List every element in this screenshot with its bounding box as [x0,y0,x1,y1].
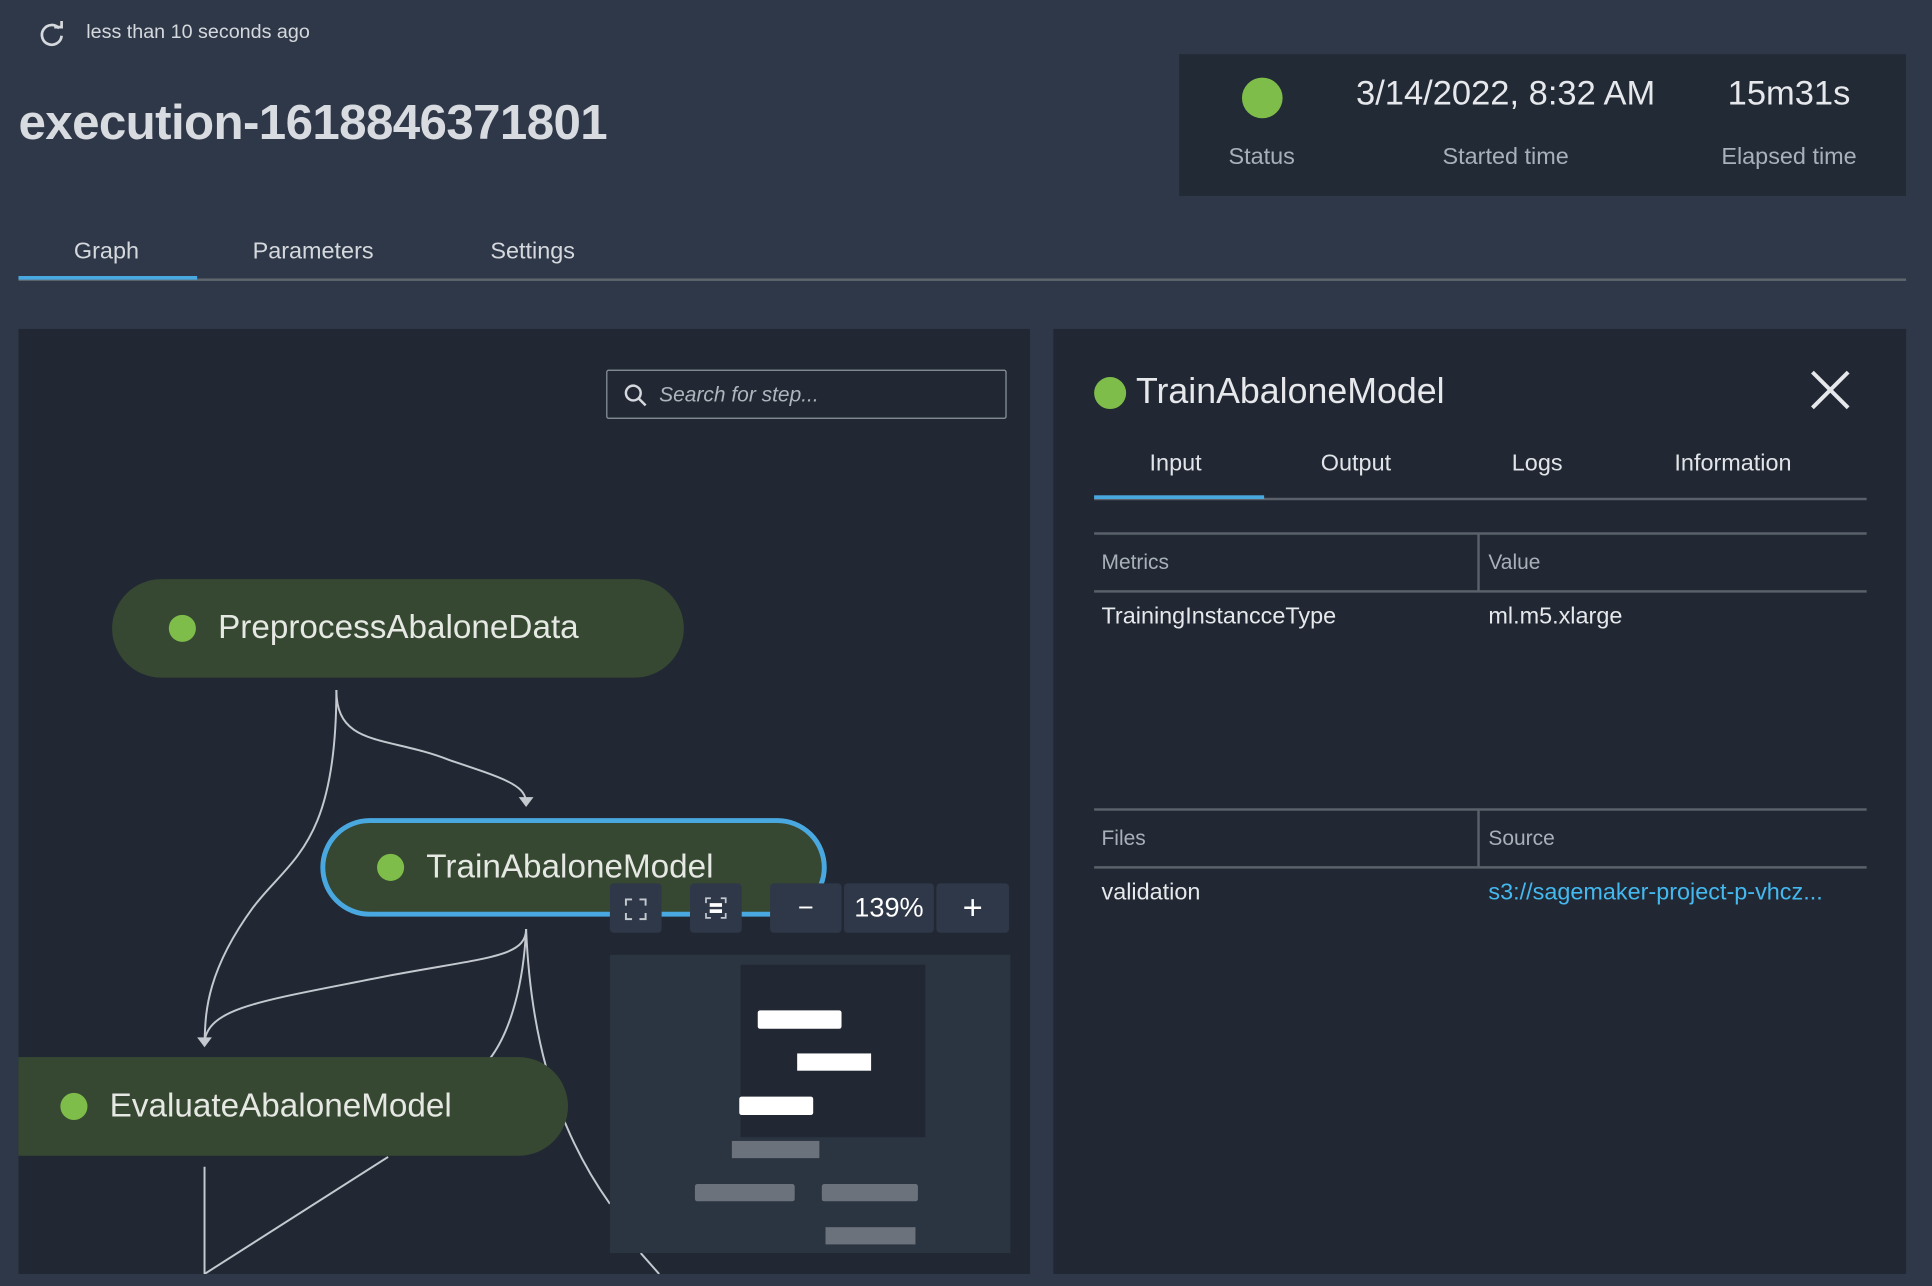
minimap-node [825,1227,916,1245]
zoom-in-button[interactable]: + [936,883,1010,933]
column-divider [1477,533,1480,592]
refresh-icon[interactable] [38,20,65,48]
edge-train-down [488,928,528,1061]
table-divider [1094,532,1867,535]
status-success-icon [1094,377,1127,410]
search-icon [624,384,647,407]
tabs-divider [18,278,1907,281]
tab-settings[interactable]: Settings [490,239,575,265]
node-label: PreprocessAbaloneData [218,608,579,646]
metric-name: TrainingInstancceType [1101,603,1337,630]
started-time-label: Started time [1442,144,1569,171]
fullscreen-button[interactable] [609,883,662,933]
detail-tab-input[interactable]: Input [1149,450,1202,477]
edge-preprocess-evaluate [203,689,338,1042]
page-title: execution-1618846371801 [18,96,608,151]
edge-evaluate-down2 [203,1156,389,1274]
tab-graph[interactable]: Graph [73,239,139,265]
minimap-node [694,1184,795,1202]
zoom-level: 139% [843,883,934,933]
graph-minimap[interactable] [609,954,1011,1254]
minimap-node [797,1053,872,1071]
execution-summary: Status 3/14/2022, 8:32 AM Started time 1… [1179,54,1907,196]
started-time-value: 3/14/2022, 8:32 AM [1356,73,1656,113]
minimap-node [757,1010,842,1029]
tab-parameters[interactable]: Parameters [252,239,374,265]
edge-preprocess-train [335,689,528,802]
search-placeholder: Search for step... [659,383,819,407]
fit-screen-icon [705,897,727,919]
table-divider [1094,590,1867,593]
status-success-icon [377,853,405,881]
minimap-node [731,1140,820,1159]
status-label: Status [1228,144,1295,171]
elapsed-time-label: Elapsed time [1721,144,1857,171]
detail-tab-logs[interactable]: Logs [1511,450,1563,477]
detail-tab-output[interactable]: Output [1320,450,1392,477]
minimap-node [821,1184,918,1202]
table-divider [1094,808,1867,811]
detail-title: TrainAbaloneModel [1135,372,1445,412]
source-header: Source [1488,826,1555,851]
node-evaluate-abalone-model[interactable]: EvaluateAbaloneModel [18,1057,568,1156]
detail-tab-information[interactable]: Information [1674,450,1792,477]
close-icon[interactable] [1810,370,1851,411]
metrics-header: Metrics [1101,550,1169,575]
status-indicator-icon [1241,77,1283,119]
status-success-icon [168,614,196,642]
elapsed-time-value: 15m31s [1727,73,1851,113]
node-label: EvaluateAbaloneModel [109,1086,452,1124]
value-header: Value [1488,550,1541,575]
metric-value: ml.m5.xlarge [1488,603,1623,630]
column-divider [1477,809,1480,868]
minimap-node [739,1096,814,1116]
active-tab-indicator [18,275,198,280]
node-preprocess-abalone-data[interactable]: PreprocessAbaloneData [112,579,684,678]
detail-tabs-divider [1094,497,1867,501]
zoom-out-button[interactable]: − [770,883,842,933]
last-refreshed-text: less than 10 seconds ago [86,22,310,44]
active-tab-indicator [1094,495,1265,500]
file-name: validation [1101,879,1201,906]
step-search-input[interactable]: Search for step... [606,369,1007,419]
table-divider [1094,866,1867,869]
fullscreen-icon [624,898,647,921]
arrowhead-icon [197,1037,212,1048]
edge-train-evaluate [203,928,528,1042]
node-train-abalone-model[interactable]: TrainAbaloneModel [320,818,827,917]
file-source-link[interactable]: s3://sagemaker-project-p-vhcz... [1488,879,1823,906]
status-success-icon [60,1092,88,1120]
files-header: Files [1101,826,1146,851]
edge-right-down [639,1252,660,1274]
step-detail-panel [1053,328,1907,1274]
node-label: TrainAbaloneModel [426,847,714,885]
fit-to-screen-button[interactable] [689,883,742,933]
arrowhead-icon [518,797,534,808]
graph-canvas[interactable]: Search for step... PreprocessAbaloneData… [18,328,1031,1274]
